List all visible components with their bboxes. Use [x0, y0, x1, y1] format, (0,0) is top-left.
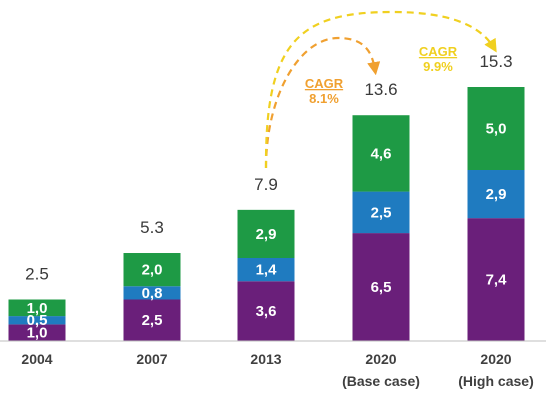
cagr-arrow-1: [264, 10, 497, 169]
bar-segment-1-2: [123, 253, 181, 287]
bar-segment-3-2: [352, 115, 410, 192]
segment-value-label: 2,0: [142, 262, 163, 279]
x-tick-label: 2020: [365, 351, 396, 367]
bar-segment-4-0: [467, 218, 525, 341]
bar-segment-0-2: [8, 299, 66, 317]
segment-value-label: 1,0: [27, 300, 48, 317]
segment-value-label: 1,4: [256, 262, 278, 279]
bar-segment-1-1: [123, 286, 181, 300]
bar-segment-4-1: [467, 170, 525, 219]
total-value-label: 5.3: [140, 218, 164, 237]
segment-value-label: 2,5: [142, 312, 163, 329]
cagr-arrow-0: [264, 36, 381, 169]
bar-segment-1-0: [123, 299, 181, 341]
segment-value-label: 2,9: [256, 226, 277, 243]
total-value-label: 15.3: [479, 52, 512, 71]
bar-segment-4-2: [467, 87, 525, 171]
bar-segment-0-0: [8, 324, 66, 341]
segment-value-label: 1,0: [27, 325, 48, 342]
bars-group: [8, 87, 525, 341]
segment-value-label: 2,9: [486, 186, 507, 203]
segment-value-label: 0,5: [27, 312, 48, 329]
bar-segment-2-1: [237, 257, 295, 282]
total-value-label: 7.9: [254, 175, 278, 194]
segment-value-label: 6,5: [371, 279, 392, 296]
segment-value-label: 0,8: [142, 285, 163, 302]
segment-value-label: 3,6: [256, 303, 277, 320]
total-value-label: 13.6: [364, 80, 397, 99]
bar-segment-2-0: [237, 281, 295, 341]
cagr-title: CAGR: [305, 76, 344, 91]
segment-value-label: 7,4: [486, 272, 508, 289]
bar-segment-2-2: [237, 209, 295, 258]
x-tick-label: 2020: [480, 351, 511, 367]
x-tick-label: 2007: [136, 351, 167, 367]
bar-segment-3-1: [352, 191, 410, 234]
x-tick-label: 2004: [21, 351, 52, 367]
cagr-title: CAGR: [419, 44, 458, 59]
segment-value-label: 4,6: [371, 145, 392, 162]
labels-group: 1,00,51,0 2.5 2004 2,5 0,8 2,0 5.3 2007 3,6 1,4 2,…: [21, 52, 533, 389]
cagr-value: 8.1%: [309, 91, 339, 106]
x-tick-sublabel: (Base case): [342, 373, 420, 389]
bar-segment-3-0: [352, 233, 410, 341]
segment-value-label: 2,5: [371, 204, 392, 221]
total-value-label: 2.5: [25, 264, 49, 283]
x-tick-label: 2013: [250, 351, 281, 367]
segment-value-label: 5,0: [486, 121, 507, 138]
x-tick-sublabel: (High case): [458, 373, 533, 389]
cagr-value: 9.9%: [423, 59, 453, 74]
bar-segment-0-1: [8, 316, 66, 325]
